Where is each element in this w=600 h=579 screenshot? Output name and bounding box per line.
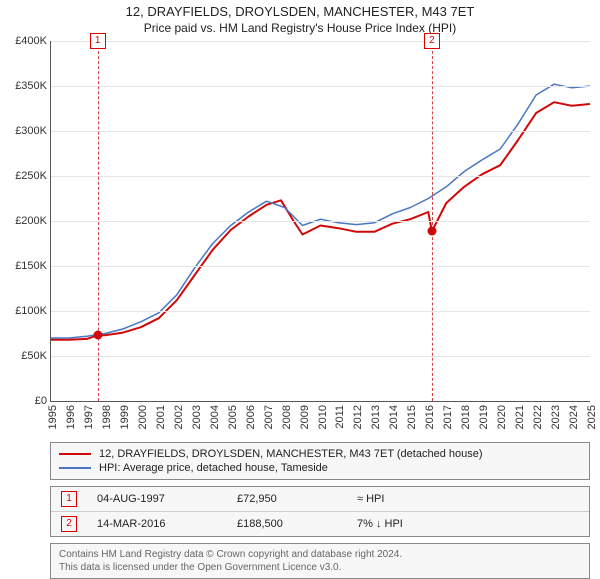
sales-row: 1 04-AUG-1997 £72,950 ≈ HPI <box>51 487 589 511</box>
x-axis-label: 2001 <box>155 405 167 429</box>
y-axis-label: £150K <box>15 260 51 272</box>
x-axis-label: 2008 <box>281 405 293 429</box>
x-axis-label: 2013 <box>370 405 382 429</box>
sales-row-price: £188,500 <box>237 518 337 530</box>
legend-swatch <box>59 453 91 455</box>
sale-dot <box>93 331 102 340</box>
sale-event-line <box>98 41 99 401</box>
legend-label: HPI: Average price, detached house, Tame… <box>99 462 328 474</box>
chart-title: 12, DRAYFIELDS, DROYLSDEN, MANCHESTER, M… <box>0 4 600 19</box>
x-axis-label: 2007 <box>263 405 275 429</box>
x-axis-label: 2024 <box>568 405 580 429</box>
legend-box: 12, DRAYFIELDS, DROYLSDEN, MANCHESTER, M… <box>50 442 590 480</box>
legend-row: HPI: Average price, detached house, Tame… <box>59 461 581 475</box>
sales-row-price: £72,950 <box>237 493 337 505</box>
x-axis-label: 1996 <box>65 405 77 429</box>
footer-line-1: Contains HM Land Registry data © Crown c… <box>59 548 581 561</box>
legend-row: 12, DRAYFIELDS, DROYLSDEN, MANCHESTER, M… <box>59 447 581 461</box>
x-axis-label: 2015 <box>406 405 418 429</box>
footer-attribution: Contains HM Land Registry data © Crown c… <box>50 543 590 579</box>
x-axis-label: 2006 <box>245 405 257 429</box>
sales-table: 1 04-AUG-1997 £72,950 ≈ HPI 2 14-MAR-2016 £188… <box>50 486 590 537</box>
x-axis-label: 2010 <box>317 405 329 429</box>
y-axis-label: £50K <box>21 350 51 362</box>
sale-dot <box>427 227 436 236</box>
x-axis-label: 2004 <box>209 405 221 429</box>
x-axis-label: 1998 <box>101 405 113 429</box>
footer-line-2: This data is licensed under the Open Gov… <box>59 561 581 574</box>
x-axis-label: 2022 <box>532 405 544 429</box>
x-axis-label: 1995 <box>47 405 59 429</box>
x-axis-label: 2009 <box>299 405 311 429</box>
x-axis-label: 2003 <box>191 405 203 429</box>
legend-label: 12, DRAYFIELDS, DROYLSDEN, MANCHESTER, M… <box>99 448 483 460</box>
y-axis-label: £400K <box>15 35 51 47</box>
y-axis-label: £200K <box>15 215 51 227</box>
legend-swatch <box>59 467 91 469</box>
x-axis-label: 2005 <box>227 405 239 429</box>
series-line-hpi <box>51 84 590 338</box>
x-axis-label: 1997 <box>83 405 95 429</box>
sales-row-delta: ≈ HPI <box>357 493 457 505</box>
y-axis-label: £100K <box>15 305 51 317</box>
plot-area: £0£50K£100K£150K£200K£250K£300K£350K£400… <box>50 41 590 402</box>
sale-event-marker: 1 <box>90 33 106 49</box>
chart-container: 12, DRAYFIELDS, DROYLSDEN, MANCHESTER, M… <box>0 0 600 579</box>
x-axis-label: 2021 <box>514 405 526 429</box>
y-axis-label: £250K <box>15 170 51 182</box>
x-axis-label: 2023 <box>550 405 562 429</box>
sale-event-line <box>432 41 433 401</box>
x-axis-label: 2017 <box>442 405 454 429</box>
sales-row-marker: 2 <box>61 516 77 532</box>
x-axis-label: 2025 <box>586 405 598 429</box>
x-axis-label: 2016 <box>424 405 436 429</box>
sales-row-delta: 7% ↓ HPI <box>357 518 457 530</box>
y-axis-label: £300K <box>15 125 51 137</box>
x-axis-label: 2019 <box>478 405 490 429</box>
sale-event-marker: 2 <box>424 33 440 49</box>
sales-row-marker: 1 <box>61 491 77 507</box>
x-axis-label: 2012 <box>352 405 364 429</box>
x-axis-label: 2000 <box>137 405 149 429</box>
x-axis-label: 2002 <box>173 405 185 429</box>
y-axis-label: £350K <box>15 80 51 92</box>
x-axis-label: 2018 <box>460 405 472 429</box>
sales-row-date: 04-AUG-1997 <box>97 493 217 505</box>
sales-row: 2 14-MAR-2016 £188,500 7% ↓ HPI <box>51 511 589 536</box>
chart-titles: 12, DRAYFIELDS, DROYLSDEN, MANCHESTER, M… <box>0 0 600 35</box>
x-axis-label: 1999 <box>119 405 131 429</box>
sales-row-date: 14-MAR-2016 <box>97 518 217 530</box>
x-axis-label: 2014 <box>388 405 400 429</box>
x-axis-label: 2020 <box>496 405 508 429</box>
x-axis-label: 2011 <box>334 405 346 429</box>
